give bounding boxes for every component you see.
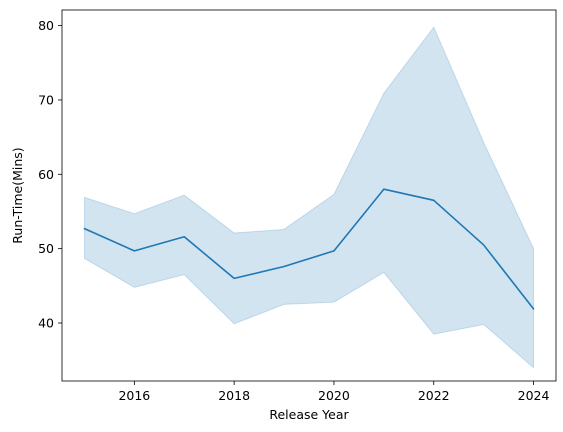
y-tick-label: 60 [38, 167, 54, 182]
confidence-band-layer [83, 26, 535, 369]
y-axis-ticks: 40 50 60 70 80 [38, 18, 62, 331]
x-axis-ticks: 2016 2018 2020 2022 2024 [118, 381, 549, 403]
x-tick-label: 2024 [518, 388, 550, 403]
plot-area-frame [61, 9, 557, 382]
x-tick-label: 2022 [418, 388, 450, 403]
y-tick-label: 70 [38, 92, 54, 107]
x-tick-label: 2016 [118, 388, 150, 403]
series-line-layer [83, 188, 535, 310]
y-tick-label: 50 [38, 241, 54, 256]
y-tick-label: 80 [38, 18, 54, 33]
confidence-band [83, 26, 535, 369]
series-line [83, 188, 535, 310]
x-tick-label: 2020 [318, 388, 350, 403]
x-tick-label: 2018 [218, 388, 250, 403]
y-axis-label: Run-Time(Mins) [10, 147, 25, 243]
x-axis-label: Release Year [269, 407, 349, 422]
y-tick-label: 40 [38, 316, 54, 331]
